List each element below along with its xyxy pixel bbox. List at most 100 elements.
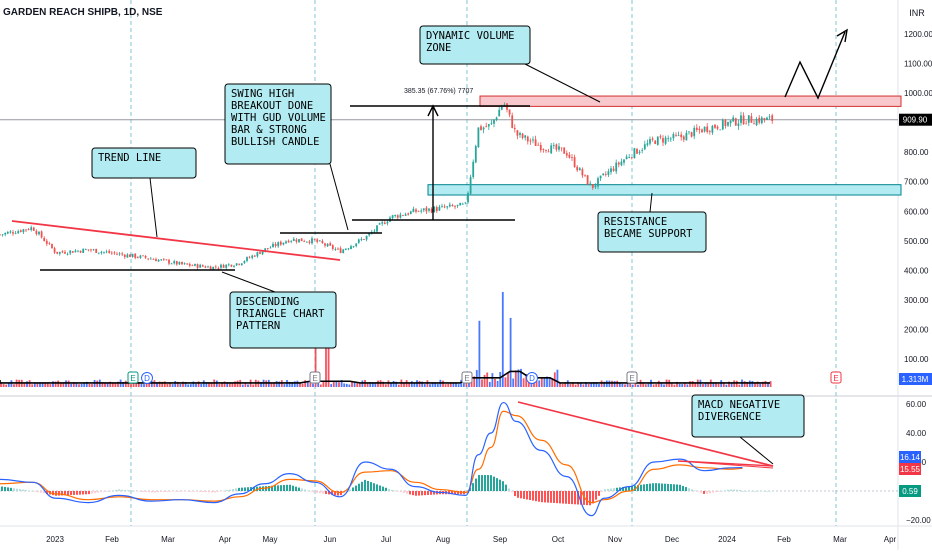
volume-bar-62 <box>161 381 164 387</box>
macd-hist-102 <box>307 490 309 492</box>
volume-bar-237 <box>616 380 619 387</box>
candle-body-39 <box>100 251 103 253</box>
symbol-title[interactable]: GARDEN REACH SHIPB, 1D, NSE <box>3 7 163 18</box>
volume-bar-192 <box>499 371 502 387</box>
macd-hist-224 <box>673 484 675 491</box>
candle-body-237 <box>615 162 618 172</box>
candle-body-108 <box>279 241 282 245</box>
volume-bar-125 <box>325 338 327 387</box>
macd-hist-106 <box>319 491 321 494</box>
candle-body-111 <box>287 240 290 243</box>
candle-body-18 <box>45 240 48 244</box>
volume-bar-42 <box>109 381 112 387</box>
candle-122 <box>316 238 319 244</box>
candle-body-243 <box>630 157 633 159</box>
callout-box-trend_line <box>91 147 197 179</box>
event-marker-letter: D <box>144 374 150 383</box>
candle-168 <box>435 205 438 213</box>
candle-body-88 <box>227 264 230 266</box>
event-marker-box <box>626 371 638 384</box>
candle-body-293 <box>760 117 763 124</box>
candle-25 <box>64 250 66 255</box>
candle-51 <box>131 253 134 258</box>
macd-hist-200 <box>601 491 603 493</box>
candle-body-193 <box>500 105 503 110</box>
candle-body-65 <box>168 259 170 264</box>
candle-body-275 <box>714 124 716 128</box>
price-tick-3: 400.00 <box>904 266 929 275</box>
candle-body-92 <box>238 263 241 265</box>
volume-bar-58 <box>150 381 153 387</box>
volume-bar-291 <box>756 381 759 387</box>
macd-line <box>0 401 743 517</box>
candle-111 <box>287 239 290 243</box>
macd-hist-157 <box>472 483 474 491</box>
macd-hist-97 <box>292 485 294 491</box>
candle-256 <box>664 135 667 146</box>
candle-79 <box>204 265 207 269</box>
candle-112 <box>290 240 293 244</box>
volume-bar-166 <box>431 382 434 387</box>
macd-hist-201 <box>604 489 606 491</box>
candle-165 <box>428 208 430 213</box>
candle-5 <box>12 229 14 236</box>
candle-210 <box>545 149 547 153</box>
candle-body-259 <box>672 134 675 139</box>
candle-body-125 <box>324 243 326 246</box>
volume-bar-81 <box>210 382 213 387</box>
volume-bar-220 <box>572 382 574 387</box>
candle-90 <box>233 264 235 268</box>
candle-body-234 <box>607 171 610 175</box>
candle-body-240 <box>623 159 625 163</box>
macd-hist-122 <box>367 480 369 491</box>
volume-bar-198 <box>514 370 517 387</box>
candle-286 <box>742 112 745 125</box>
volume-bar-211 <box>548 377 551 387</box>
price-tick-0: 100.00 <box>904 355 929 364</box>
macd-hist-175 <box>526 491 528 500</box>
candle-body-276 <box>716 126 719 129</box>
time-tick-0: 2023 <box>46 535 64 544</box>
candle-53 <box>136 256 139 259</box>
candle-285 <box>740 111 742 126</box>
candle-178 <box>461 202 464 205</box>
macd-hist-84 <box>253 486 255 491</box>
volume-bar-138 <box>358 383 361 387</box>
candle-32 <box>82 248 85 254</box>
volume-bar-69 <box>179 383 182 387</box>
macd-hist-255 <box>766 491 768 492</box>
candle-body-164 <box>425 207 428 212</box>
macd-hist-79 <box>238 487 240 491</box>
candle-body-208 <box>539 145 542 151</box>
price-tick-5: 600.00 <box>904 207 929 216</box>
candle-body-244 <box>633 148 636 159</box>
candle-body-268 <box>695 127 698 130</box>
candle-33 <box>84 248 87 251</box>
volume-bar-79 <box>205 382 208 387</box>
candle-179 <box>464 202 467 205</box>
candle-body-27 <box>69 250 72 254</box>
candle-body-97 <box>251 255 254 258</box>
volume-bar-29 <box>75 382 78 387</box>
callout-line-swing_high-0: SWING HIGH <box>231 88 294 100</box>
candle-205 <box>532 136 534 144</box>
candle-13 <box>32 226 35 232</box>
macd-hist-11 <box>34 491 36 492</box>
macd-hist-132 <box>397 491 399 492</box>
axes[interactable]: 100.00 200.00 300.00 400.00 500.00 600.00 700.… <box>46 30 932 544</box>
candle-body-55 <box>142 255 144 257</box>
candle-body-26 <box>66 253 69 255</box>
macd-hist-113 <box>340 491 342 496</box>
macd-hist-249 <box>748 491 750 492</box>
macd-hist-118 <box>355 485 357 491</box>
candle-147 <box>381 220 384 226</box>
candle-97 <box>251 254 254 260</box>
candle-body-196 <box>508 109 511 115</box>
candle-83 <box>214 264 217 269</box>
candle-body-72 <box>186 263 189 265</box>
volume-bar-121 <box>314 340 317 387</box>
currency-label[interactable]: INR <box>909 8 925 18</box>
macd-hist-119 <box>358 483 360 491</box>
candle-163 <box>422 208 425 213</box>
macd-hist-99 <box>298 487 300 491</box>
